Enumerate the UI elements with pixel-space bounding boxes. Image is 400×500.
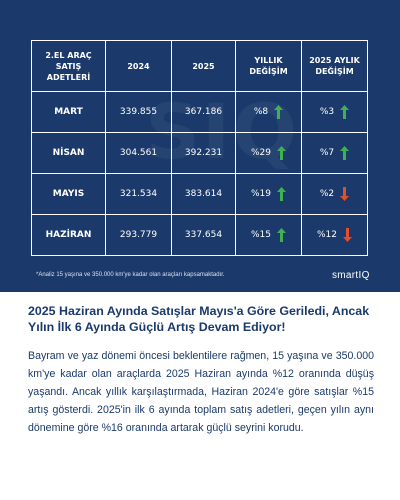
header-label: 2.EL ARAÇ SATIŞ ADETLERİ <box>45 50 92 82</box>
header-yearly-change: YILLIK DEĞİŞİM <box>235 40 302 92</box>
arrow-down-icon <box>343 228 352 242</box>
stats-panel: SIQ 2.EL ARAÇ SATIŞ ADETLERİ 2024 2025 YIL… <box>0 0 400 292</box>
monthly-change-cell: %7 <box>301 132 368 174</box>
arrow-down-icon <box>340 187 350 201</box>
arrow-up-icon <box>340 105 350 119</box>
sales-table: 2.EL ARAÇ SATIŞ ADETLERİ 2024 2025 YILLIK D… <box>31 40 368 256</box>
table-body: MART 339.855 367.186 %8 %3 NİSAN 304.561 392.23… <box>31 91 368 256</box>
monthly-change-cell: %2 <box>301 173 368 215</box>
sales-2024-cell: 293.779 <box>105 214 172 256</box>
sales-2025-cell: 383.614 <box>171 173 236 215</box>
header-label: 2025 <box>192 61 215 71</box>
change-value: %19 <box>250 189 271 199</box>
brand-logo: smartIQ <box>332 270 370 281</box>
arrow-up-icon <box>277 228 286 242</box>
table-row: MAYIS 321.534 383.614 %19 %2 <box>31 173 368 215</box>
month-cell: NİSAN <box>31 132 106 174</box>
monthly-change-cell: %3 <box>301 91 368 133</box>
arrow-up-icon <box>277 146 286 160</box>
change-value: %29 <box>250 148 271 158</box>
table-header-row: 2.EL ARAÇ SATIŞ ADETLERİ 2024 2025 YILLIK D… <box>31 40 368 92</box>
month-cell: MART <box>31 91 106 133</box>
header-label: YILLIK DEĞİŞİM <box>249 56 288 76</box>
sales-2024-cell: 321.534 <box>105 173 172 215</box>
header-monthly-change: 2025 AYLIK DEĞİŞİM <box>301 40 368 92</box>
table-row: HAZİRAN 293.779 337.654 %15 %12 <box>31 214 368 256</box>
sales-2024-cell: 339.855 <box>105 91 172 133</box>
sales-2025-cell: 367.186 <box>171 91 236 133</box>
table-row: MART 339.855 367.186 %8 %3 <box>31 91 368 133</box>
change-value: %12 <box>316 230 337 240</box>
yearly-change-cell: %15 <box>235 214 302 256</box>
header-2024: 2024 <box>105 40 172 92</box>
change-value: %3 <box>319 107 335 117</box>
sales-2024-cell: 304.561 <box>105 132 172 174</box>
change-value: %7 <box>319 148 335 158</box>
headline: 2025 Haziran Ayında Satışlar Mayıs'a Gör… <box>28 304 370 334</box>
header-sales-count: 2.EL ARAÇ SATIŞ ADETLERİ <box>31 40 106 92</box>
footnote: *Analiz 15 yaşına ve 350.000 km'ye kadar… <box>36 272 225 278</box>
body-text: Bayram ve yaz dönemi öncesi beklentilere… <box>28 350 374 434</box>
month-cell: HAZİRAN <box>31 214 106 256</box>
change-value: %2 <box>319 189 335 199</box>
yearly-change-cell: %29 <box>235 132 302 174</box>
body-paragraph: Bayram ve yaz dönemi öncesi beklentilere… <box>28 347 374 437</box>
change-value: %15 <box>250 230 271 240</box>
month-cell: MAYIS <box>31 173 106 215</box>
arrow-up-icon <box>340 146 350 160</box>
sales-2025-cell: 392.231 <box>171 132 236 174</box>
header-label: 2024 <box>127 61 150 71</box>
table-row: NİSAN 304.561 392.231 %29 %7 <box>31 132 368 174</box>
arrow-up-icon <box>277 187 286 201</box>
sales-2025-cell: 337.654 <box>171 214 236 256</box>
arrow-up-icon <box>274 105 284 119</box>
yearly-change-cell: %8 <box>235 91 302 133</box>
monthly-change-cell: %12 <box>301 214 368 256</box>
yearly-change-cell: %19 <box>235 173 302 215</box>
header-label: 2025 AYLIK DEĞİŞİM <box>309 56 360 76</box>
change-value: %8 <box>253 107 269 117</box>
header-2025: 2025 <box>171 40 236 92</box>
